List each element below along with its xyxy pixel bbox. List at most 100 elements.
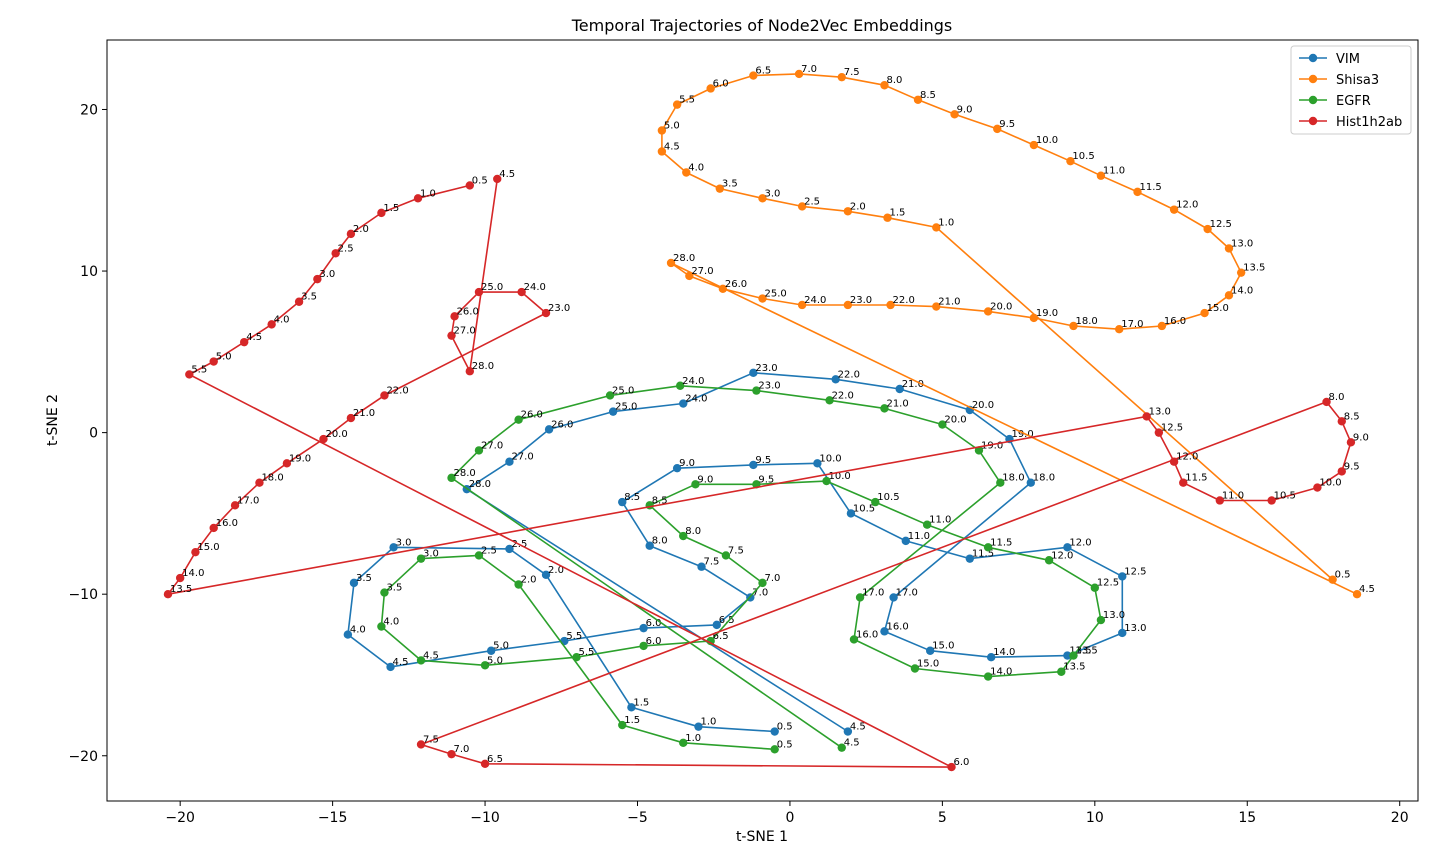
x-tick-label: −20 <box>165 810 195 826</box>
point-label: 21.0 <box>902 379 924 390</box>
data-point <box>209 523 218 533</box>
point-label: 28.0 <box>454 468 476 479</box>
point-label: 3.0 <box>765 188 781 199</box>
point-label: 13.0 <box>1149 406 1171 417</box>
point-label: 8.0 <box>1329 392 1345 403</box>
data-point <box>1066 156 1075 166</box>
data-point <box>1057 667 1066 676</box>
data-point <box>983 307 993 316</box>
data-point <box>770 745 779 754</box>
point-label: 17.0 <box>1121 319 1143 330</box>
point-label: 3.5 <box>722 179 738 190</box>
point-label: 14.0 <box>182 568 204 579</box>
data-point <box>758 194 767 203</box>
data-point <box>1063 543 1072 552</box>
point-label: 2.0 <box>353 224 369 235</box>
point-label: 8.5 <box>624 492 640 503</box>
data-point <box>1069 651 1078 660</box>
point-label: 24.0 <box>804 295 826 306</box>
point-label: 11.5 <box>990 537 1012 548</box>
data-point <box>331 249 340 258</box>
point-label: 6.5 <box>487 754 503 765</box>
point-label: 13.5 <box>1243 263 1265 274</box>
data-point <box>447 473 456 483</box>
data-point <box>813 459 822 468</box>
point-label: 25.0 <box>765 289 787 300</box>
x-tick-label: −10 <box>470 810 500 826</box>
point-label: 8.0 <box>652 536 668 547</box>
x-tick-label: 10 <box>1086 810 1104 826</box>
point-label: 26.0 <box>521 410 543 421</box>
axis-ticks: −20 −15 −10 −5 0 5 10 15 20 −20 −10 0 10 20 <box>68 102 1408 826</box>
data-point <box>191 547 200 557</box>
data-point <box>349 578 359 588</box>
point-label: 10.0 <box>1319 478 1341 489</box>
data-point <box>749 71 758 80</box>
data-point <box>712 620 721 630</box>
point-label: 4.5 <box>393 657 409 668</box>
data-point <box>758 294 767 303</box>
point-label: 26.0 <box>457 306 479 317</box>
legend-item: VIM <box>1299 52 1360 67</box>
data-point <box>1063 651 1072 660</box>
point-label: 10.5 <box>853 503 875 514</box>
data-point <box>1352 589 1362 599</box>
point-label: 20.0 <box>972 400 994 411</box>
data-point <box>770 727 779 736</box>
data-point <box>267 320 276 329</box>
point-label: 1.5 <box>624 715 640 726</box>
data-point <box>474 287 484 297</box>
point-label: 8.5 <box>1344 411 1360 422</box>
point-label: 6.5 <box>713 631 729 642</box>
data-point <box>1322 397 1331 407</box>
point-label: 6.0 <box>713 78 729 89</box>
data-point <box>749 368 758 378</box>
data-point <box>493 174 502 184</box>
point-label: 19.0 <box>1036 308 1058 319</box>
point-label: 4.5 <box>850 722 866 733</box>
data-point <box>672 100 682 109</box>
point-label: 16.0 <box>1164 316 1186 327</box>
data-point <box>706 84 715 93</box>
data-point <box>675 381 685 390</box>
data-point <box>1133 187 1142 197</box>
point-label: 0.5 <box>777 722 793 733</box>
point-label: 14.0 <box>1231 285 1253 296</box>
point-label: 13.5 <box>1075 646 1097 657</box>
data-point <box>883 213 892 222</box>
point-label: 11.0 <box>1222 490 1244 501</box>
data-point <box>1215 496 1225 505</box>
point-label: 24.0 <box>682 376 704 387</box>
point-label: 3.5 <box>386 583 402 594</box>
data-point <box>163 589 173 599</box>
data-point <box>380 391 389 400</box>
point-label: 2.0 <box>850 201 866 212</box>
data-point <box>1026 478 1035 487</box>
data-point <box>413 194 423 203</box>
point-label: 28.0 <box>472 361 494 372</box>
data-point <box>1313 483 1322 492</box>
point-label: 28.0 <box>469 479 491 490</box>
data-point <box>965 554 975 563</box>
data-point <box>239 337 249 347</box>
point-label: 7.5 <box>423 734 439 745</box>
point-label: 16.0 <box>856 629 878 640</box>
data-point <box>605 391 615 400</box>
data-point <box>447 749 456 759</box>
data-point <box>1236 268 1246 277</box>
data-point <box>685 271 694 281</box>
point-label: 5.0 <box>664 120 680 131</box>
point-label: 18.0 <box>1075 316 1097 327</box>
data-point <box>1090 583 1100 592</box>
data-point <box>447 331 456 340</box>
data-point <box>679 399 688 408</box>
point-label: 16.0 <box>886 621 908 632</box>
point-label: 27.0 <box>454 326 476 337</box>
point-label: 15.0 <box>1207 303 1229 314</box>
data-point <box>1169 457 1179 466</box>
data-point <box>282 459 292 468</box>
point-label: 7.0 <box>752 587 768 598</box>
data-point <box>319 434 328 444</box>
data-point <box>880 627 889 636</box>
